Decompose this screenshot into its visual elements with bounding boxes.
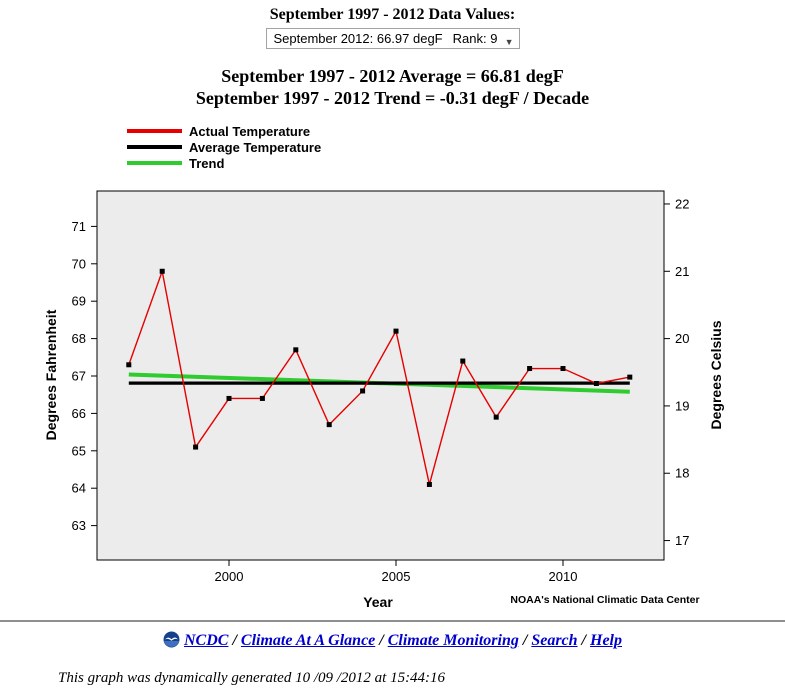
data-point-1997 [126,362,132,368]
trend-line-swatch [127,161,182,165]
chart-attribution: NOAA's National Climatic Data Center [510,594,699,606]
link-ncdc[interactable]: NCDC [183,632,229,649]
generated-timestamp-note: This graph was dynamically generated 10 … [58,670,446,686]
legend-label: Trend [189,155,225,171]
data-values-dropdown[interactable]: September 2012: 66.97 degF Rank: 9 ▼ [265,28,520,49]
link-separator: / [581,632,586,649]
legend-label: Average Temperature [189,139,322,155]
data-point-2010 [560,366,566,372]
data-point-1999 [193,444,199,450]
link-separator: / [379,632,384,649]
data-point-2000 [226,395,232,401]
y-tick-label-fahrenheit: 70 [72,256,86,271]
y-axis-title-left: Degrees Fahrenheit [43,309,59,440]
link-search[interactable]: Search [531,632,578,649]
y-tick-label-celsius: 20 [675,331,689,346]
data-point-2007 [460,358,466,364]
dropdown-rank-value: Rank: 9 [452,31,498,46]
y-tick-label-celsius: 21 [675,264,689,279]
actual-temperature-line [128,268,630,485]
average-temperature-line-swatch [127,145,182,149]
data-point-2004 [360,388,366,394]
y-tick-label-fahrenheit: 66 [72,406,86,421]
data-point-2009 [527,366,533,372]
data-values-dropdown-wrap: September 2012: 66.97 degF Rank: 9 ▼ [0,28,785,49]
link-separator: / [232,632,237,649]
divider [0,620,785,622]
y-tick-label-celsius: 22 [675,196,689,211]
dropdown-selected-value: September 2012: 66.97 degF [273,31,443,46]
y-tick-label-celsius: 17 [675,533,689,548]
data-point-1998 [159,268,165,274]
chevron-down-icon: ▼ [504,37,514,47]
link-climate-at-a-glance[interactable]: Climate At A Glance [240,632,376,649]
data-point-2012 [627,374,633,380]
y-tick-label-fahrenheit: 63 [72,518,86,533]
y-tick-label-fahrenheit: 68 [72,331,86,346]
link-climate-monitoring[interactable]: Climate Monitoring [387,632,519,649]
page-title: September 1997 - 2012 Data Values: [269,6,516,23]
data-point-2011 [593,380,599,386]
data-point-2008 [493,414,499,420]
y-tick-label-fahrenheit: 71 [72,219,86,234]
temperature-chart: 63 64 65 66 67 68 69 70 71 17 18 19 20 21 22 2000 2005 20… [43,190,724,610]
link-help[interactable]: Help [590,632,622,649]
footer-nav: NCDC / Climate At A Glance / Climate Mon… [0,631,785,650]
x-axis-title: Year [363,594,393,610]
trend-summary-text: September 1997 - 2012 Trend = -0.31 degF… [195,88,590,108]
data-point-2005 [393,328,399,334]
chart-legend: Actual Temperature Average Temperature T… [127,123,321,171]
x-tick-label: 2000 [215,569,244,584]
x-tick-label: 2010 [549,569,578,584]
x-tick-label: 2005 [382,569,411,584]
y-tick-label-fahrenheit: 67 [72,369,86,384]
legend-label: Actual Temperature [189,123,311,139]
link-separator: / [522,632,528,649]
legend-item-trend: Trend [127,155,321,171]
average-summary-text: September 1997 - 2012 Average = 66.81 de… [221,66,564,86]
data-point-2001 [259,395,265,401]
actual-temperature-line-swatch [127,129,182,133]
data-point-2006 [426,481,432,487]
data-point-2003 [326,422,332,428]
y-tick-label-fahrenheit: 69 [72,294,86,309]
y-tick-label-fahrenheit: 65 [72,443,86,458]
noaa-logo-icon [163,631,180,648]
y-tick-label-fahrenheit: 64 [72,481,86,496]
legend-item-actual: Actual Temperature [127,123,321,139]
data-point-2002 [293,347,299,353]
legend-item-average: Average Temperature [127,139,321,155]
y-axis-title-right: Degrees Celsius [708,320,724,429]
y-tick-label-celsius: 18 [675,466,689,481]
y-tick-label-celsius: 19 [675,398,689,413]
